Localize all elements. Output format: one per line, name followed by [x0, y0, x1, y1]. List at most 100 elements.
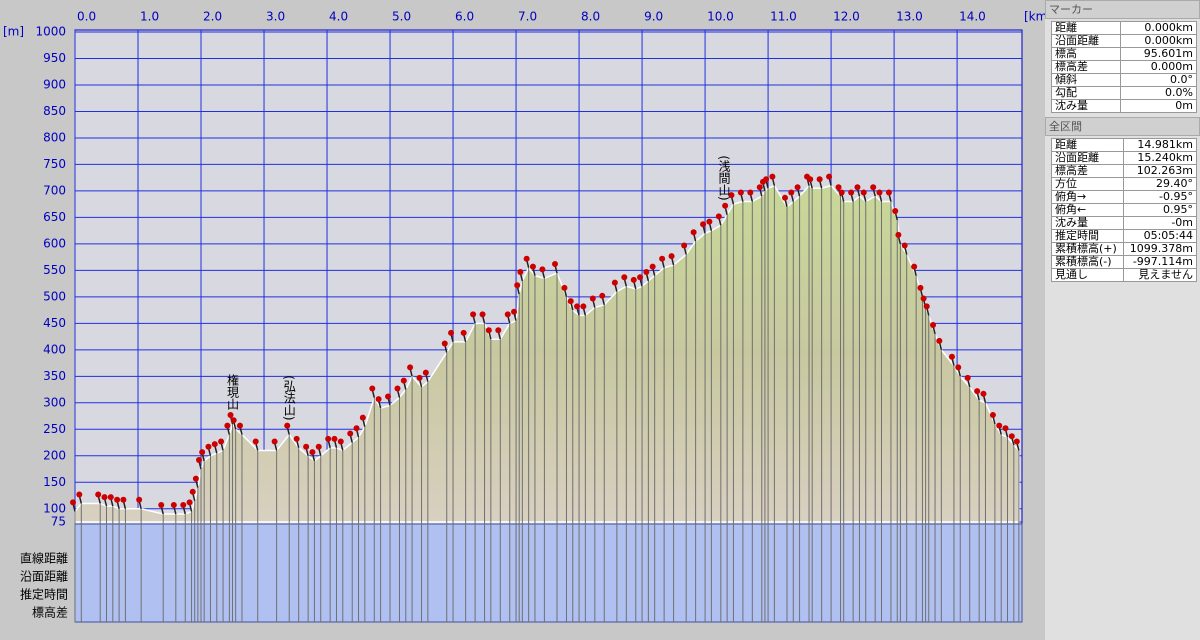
waypoint	[580, 303, 587, 622]
pin-head	[974, 388, 981, 395]
waypoint	[706, 218, 713, 622]
waypoint	[860, 189, 867, 622]
pin-head	[227, 412, 234, 418]
panel-header: マーカー	[1045, 0, 1200, 19]
pin-head	[114, 496, 121, 503]
waypoint	[892, 208, 899, 622]
waypoint	[599, 292, 606, 622]
pin-head	[347, 430, 354, 437]
pin-head	[756, 184, 763, 191]
info-label: 標高差	[1051, 164, 1124, 178]
pin-head	[955, 364, 962, 371]
info-label: 距離	[1051, 138, 1124, 152]
waypoint	[422, 369, 429, 622]
pin-head	[838, 189, 845, 196]
waypoint	[611, 279, 618, 622]
pin-head	[211, 441, 218, 448]
waypoint	[485, 327, 492, 622]
waypoint	[293, 435, 300, 622]
pin-head	[331, 435, 338, 442]
waypoint	[495, 327, 502, 622]
pin-head	[514, 282, 521, 289]
info-row: 俯角→ -0.95°	[1051, 190, 1198, 204]
waypoint	[700, 221, 707, 622]
y-tick-label: 950	[43, 51, 66, 65]
pin-head	[621, 274, 628, 281]
waypoint	[781, 194, 788, 622]
waypoint	[630, 276, 637, 622]
peak-label: (浅間山)	[717, 155, 731, 200]
pin-head	[860, 189, 867, 196]
pin-head	[337, 438, 344, 445]
waypoint	[668, 253, 675, 622]
info-value: -997.114m	[1122, 255, 1198, 269]
waypoint	[186, 499, 193, 622]
pin-head	[895, 231, 902, 238]
pin-head	[359, 414, 366, 421]
info-label: 沿面距離	[1051, 34, 1121, 48]
pin-head	[293, 435, 300, 442]
row-label: 推定時間	[20, 587, 68, 602]
pin-head	[763, 176, 770, 183]
waypoint	[948, 353, 955, 622]
waypoint	[375, 396, 382, 622]
y-tick-label: 100	[43, 501, 66, 515]
pin-head	[448, 329, 455, 336]
waypoint	[325, 435, 332, 622]
waypoint	[315, 443, 322, 622]
pin-head	[807, 176, 814, 183]
pin-head	[668, 253, 675, 260]
info-row: 方位 29.40°	[1051, 177, 1198, 191]
waypoint	[552, 261, 559, 622]
pin-head	[230, 417, 237, 424]
x-tick-label: 1.0	[140, 10, 159, 24]
waypoint	[511, 308, 518, 622]
pin-head	[1008, 433, 1015, 440]
info-label: 俯角←	[1051, 203, 1124, 217]
waypoint	[737, 189, 744, 622]
waypoint	[574, 303, 581, 622]
info-value: 1099.378m	[1122, 242, 1198, 256]
waypoint	[756, 184, 763, 622]
waypoint	[205, 443, 212, 622]
waypoint	[196, 457, 203, 622]
info-row: 標高差 0.000m	[1051, 60, 1198, 74]
info-row: 標高 95.601m	[1051, 47, 1198, 61]
waypoint	[854, 184, 861, 622]
pin-head	[681, 242, 688, 249]
pin-head	[95, 491, 102, 498]
info-label: 距離	[1051, 21, 1121, 35]
info-label: 累積標高(-)	[1051, 255, 1124, 269]
pin-head	[136, 496, 143, 503]
info-row: 沈み量 0m	[1051, 99, 1198, 113]
y-tick-label: 800	[43, 130, 66, 144]
x-tick-label: 11.0	[770, 10, 797, 24]
y-tick-label: 450	[43, 316, 66, 330]
waypoint	[189, 488, 196, 622]
waypoint	[621, 274, 628, 622]
pin-head	[948, 353, 955, 360]
pin-head	[917, 284, 924, 291]
pin-head	[589, 295, 596, 302]
pin-head	[722, 202, 729, 209]
info-value: 0.0%	[1119, 86, 1198, 100]
y-tick-label: 200	[43, 448, 66, 462]
waypoint	[347, 430, 354, 622]
pin-head	[690, 229, 697, 236]
pin-head	[1013, 438, 1020, 445]
waypoint	[70, 499, 76, 622]
x-tick-label: 13.0	[896, 10, 923, 24]
y-axis-label: [m]	[3, 25, 24, 39]
pin-head	[400, 377, 407, 384]
waypoint	[514, 282, 521, 622]
pin-head	[996, 422, 1003, 429]
pin-head	[649, 263, 656, 270]
pin-head	[706, 218, 713, 225]
waypoint	[284, 422, 291, 622]
total-table: 距離 14.981km 沿面距離 15.240km 標高差 102.263m 方位 29.40…	[1051, 138, 1198, 282]
info-value: 0.000km	[1119, 21, 1198, 35]
info-value: 0.95°	[1122, 203, 1198, 217]
pin-head	[284, 422, 291, 429]
x-tick-label: 7.0	[518, 10, 537, 24]
pin-head	[495, 327, 502, 334]
